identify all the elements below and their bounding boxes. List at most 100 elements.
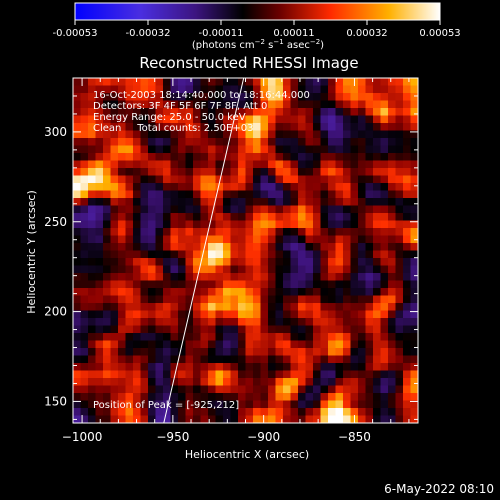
heatmap-cell bbox=[185, 408, 194, 417]
heatmap-cell bbox=[73, 235, 82, 244]
heatmap-cell bbox=[170, 385, 179, 394]
heatmap-cell bbox=[350, 370, 359, 379]
heatmap-cell bbox=[125, 108, 134, 117]
heatmap-cell bbox=[373, 243, 382, 252]
heatmap-cell bbox=[148, 145, 157, 154]
heatmap-cell bbox=[245, 175, 254, 184]
heatmap-cell bbox=[343, 190, 352, 199]
heatmap-cell bbox=[253, 265, 262, 274]
heatmap-cell bbox=[388, 303, 397, 312]
heatmap-cell bbox=[103, 78, 112, 87]
heatmap-cell bbox=[103, 100, 112, 109]
heatmap-cell bbox=[193, 258, 202, 267]
heatmap-cell bbox=[88, 108, 97, 117]
heatmap-cell bbox=[290, 295, 299, 304]
heatmap-cell bbox=[253, 393, 262, 402]
heatmap-cell bbox=[140, 85, 149, 94]
colorbar-tick-label: -0.00011 bbox=[199, 28, 244, 39]
heatmap-cell bbox=[140, 393, 149, 402]
heatmap-cell bbox=[395, 393, 404, 402]
heatmap-cell bbox=[95, 265, 104, 274]
heatmap-cell bbox=[230, 93, 239, 102]
heatmap-cell bbox=[163, 123, 172, 132]
heatmap-cell bbox=[328, 123, 337, 132]
heatmap-cell bbox=[268, 220, 277, 229]
heatmap-cell bbox=[380, 160, 389, 169]
heatmap-cell bbox=[125, 400, 134, 409]
heatmap-cell bbox=[118, 408, 127, 417]
heatmap-cell bbox=[373, 78, 382, 87]
heatmap-cell bbox=[230, 228, 239, 237]
heatmap-cell bbox=[313, 273, 322, 282]
heatmap-cell bbox=[253, 280, 262, 289]
heatmap-cell bbox=[350, 235, 359, 244]
heatmap-cell bbox=[118, 235, 127, 244]
heatmap-cell bbox=[103, 153, 112, 162]
heatmap-cell bbox=[208, 385, 217, 394]
heatmap-cell bbox=[410, 288, 418, 297]
heatmap-cell bbox=[395, 295, 404, 304]
heatmap-cell bbox=[163, 175, 172, 184]
heatmap-cell bbox=[178, 243, 187, 252]
heatmap-cell bbox=[388, 408, 397, 417]
heatmap-cell bbox=[260, 198, 269, 207]
heatmap-cell bbox=[268, 145, 277, 154]
heatmap-cell bbox=[365, 205, 374, 214]
heatmap-cell bbox=[335, 378, 344, 387]
heatmap-cell bbox=[253, 408, 262, 417]
heatmap-cell bbox=[200, 393, 209, 402]
heatmap-cell bbox=[313, 100, 322, 109]
heatmap-cell bbox=[343, 408, 352, 417]
heatmap-cell bbox=[328, 295, 337, 304]
heatmap-cell bbox=[125, 190, 134, 199]
heatmap-cell bbox=[88, 408, 97, 417]
heatmap-cell bbox=[380, 393, 389, 402]
heatmap-cell bbox=[230, 85, 239, 94]
heatmap-cell bbox=[380, 288, 389, 297]
heatmap-cell bbox=[380, 175, 389, 184]
heatmap-cell bbox=[110, 325, 119, 334]
heatmap-cell bbox=[148, 160, 157, 169]
heatmap-cell bbox=[110, 318, 119, 327]
heatmap-cell bbox=[328, 370, 337, 379]
heatmap-cell bbox=[110, 205, 119, 214]
heatmap-cell bbox=[208, 378, 217, 387]
heatmap-cell bbox=[125, 213, 134, 222]
heatmap-cell bbox=[110, 340, 119, 349]
heatmap-cell bbox=[95, 408, 104, 417]
heatmap-cell bbox=[298, 333, 307, 342]
heatmap-cell bbox=[268, 340, 277, 349]
heatmap-cell bbox=[125, 280, 134, 289]
heatmap-cell bbox=[133, 408, 142, 417]
heatmap-cell bbox=[238, 333, 247, 342]
heatmap-cell bbox=[290, 183, 299, 192]
heatmap-cell bbox=[223, 400, 232, 409]
heatmap-cell bbox=[140, 123, 149, 132]
heatmap-cell bbox=[193, 393, 202, 402]
heatmap-cell bbox=[133, 235, 142, 244]
heatmap-cell bbox=[193, 183, 202, 192]
heatmap-cell bbox=[358, 303, 367, 312]
heatmap-cell bbox=[343, 295, 352, 304]
heatmap-cell bbox=[373, 295, 382, 304]
heatmap-cell bbox=[208, 160, 217, 169]
heatmap-cell bbox=[388, 265, 397, 274]
heatmap-cell bbox=[88, 258, 97, 267]
heatmap-cell bbox=[238, 198, 247, 207]
heatmap-cell bbox=[73, 85, 82, 94]
heatmap-cell bbox=[245, 265, 254, 274]
heatmap-cell bbox=[148, 340, 157, 349]
heatmap-cell bbox=[320, 183, 329, 192]
heatmap-cell bbox=[320, 153, 329, 162]
heatmap-cell bbox=[163, 363, 172, 372]
heatmap-cell bbox=[373, 378, 382, 387]
heatmap-cell bbox=[223, 310, 232, 319]
heatmap-cell bbox=[313, 288, 322, 297]
heatmap-cell bbox=[223, 205, 232, 214]
heatmap-cell bbox=[268, 280, 277, 289]
heatmap-cell bbox=[260, 258, 269, 267]
heatmap-cell bbox=[245, 273, 254, 282]
heatmap-cell bbox=[320, 363, 329, 372]
heatmap-cell bbox=[388, 318, 397, 327]
heatmap-cell bbox=[245, 250, 254, 259]
